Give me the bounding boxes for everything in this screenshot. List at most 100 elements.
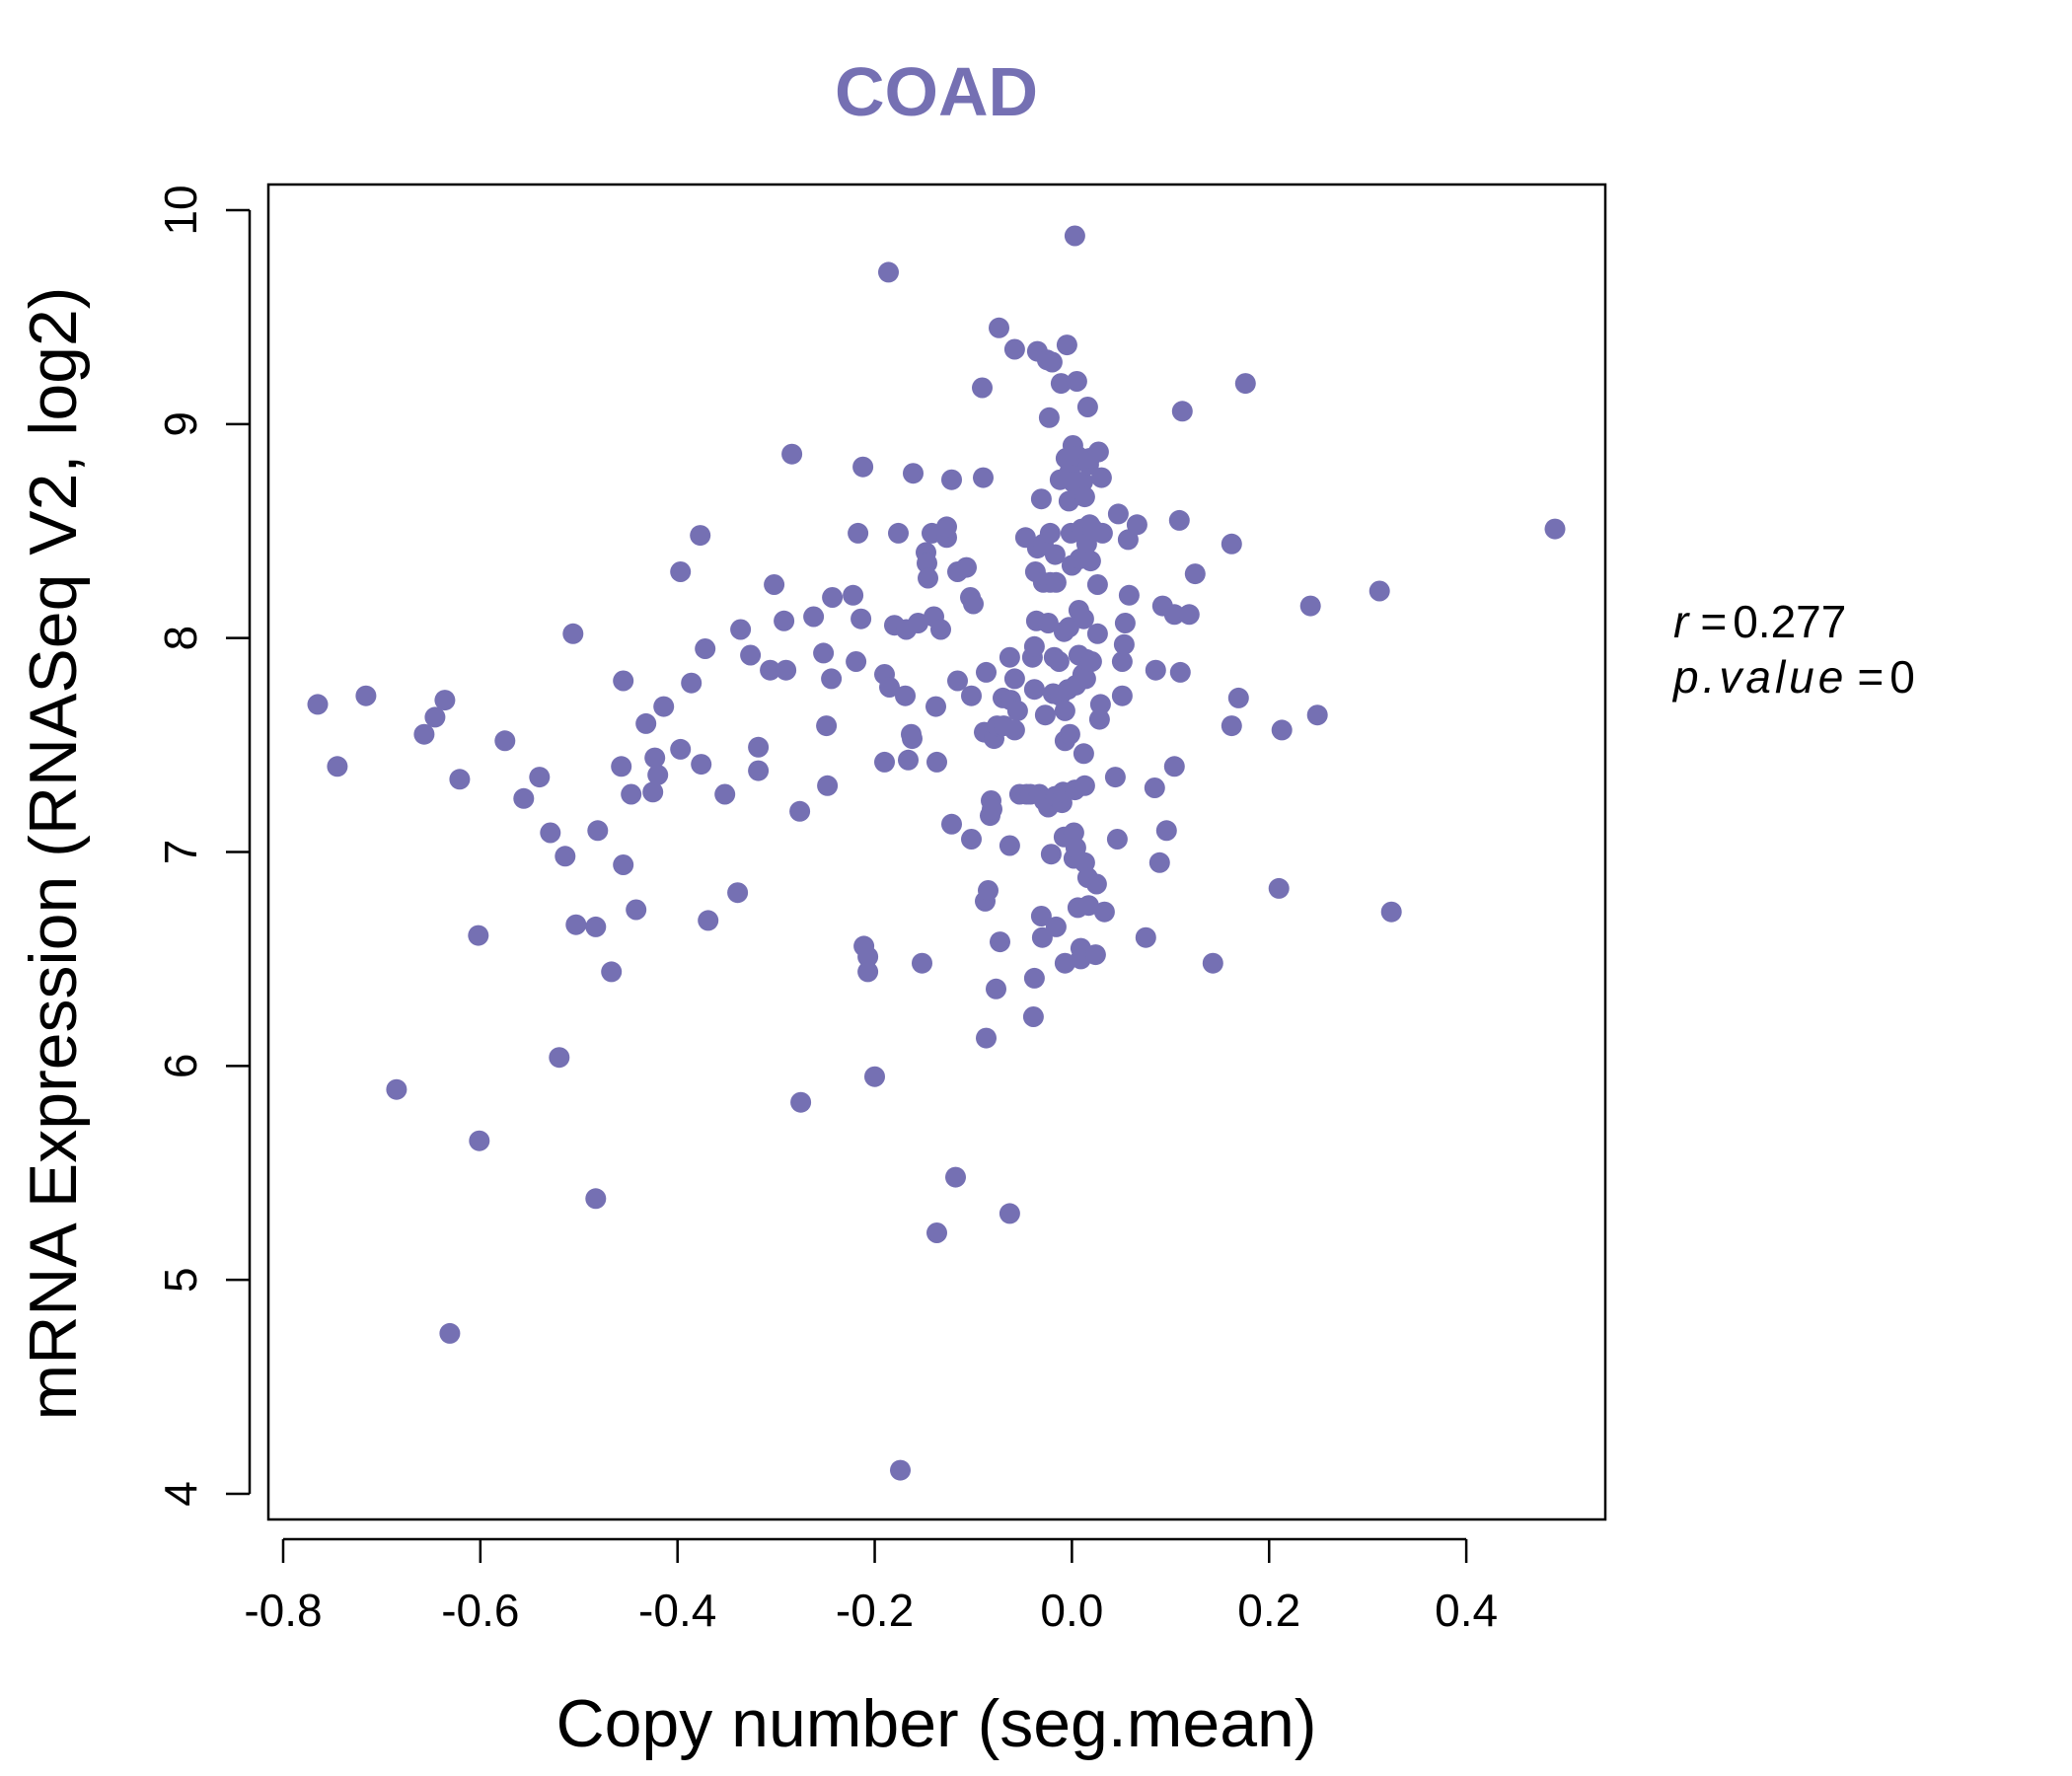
data-point: [781, 443, 803, 465]
data-point: [1054, 700, 1075, 721]
data-point: [1111, 651, 1133, 672]
data-point: [1003, 338, 1025, 360]
data-point: [930, 619, 951, 640]
data-point: [670, 561, 692, 582]
data-point: [846, 651, 867, 672]
points-layer: [307, 225, 1566, 1481]
x-axis-label: Copy number (seg.mean): [555, 1686, 1316, 1761]
data-point: [1148, 851, 1170, 873]
data-point: [1089, 694, 1111, 715]
data-point: [635, 712, 657, 734]
data-point: [1045, 916, 1067, 937]
data-point: [1221, 715, 1242, 737]
data-point: [903, 463, 924, 484]
data-point: [727, 882, 749, 904]
data-point: [941, 813, 962, 835]
data-point: [1073, 608, 1094, 629]
data-point: [1113, 633, 1135, 655]
data-point: [307, 694, 329, 715]
data-point: [468, 925, 489, 946]
data-point: [555, 846, 576, 867]
data-point: [908, 613, 928, 633]
data-point: [587, 820, 609, 842]
x-tick-label: -0.6: [441, 1585, 519, 1636]
data-point: [926, 751, 947, 773]
stats-annotation: r = 0.277 p.value = 0: [1671, 596, 1915, 703]
data-point: [1077, 895, 1099, 917]
data-point: [1544, 518, 1566, 540]
data-point: [1135, 926, 1156, 948]
data-point: [1171, 401, 1193, 422]
data-point: [1037, 613, 1059, 633]
data-point: [813, 642, 835, 664]
y-tick-label: 9: [155, 411, 206, 437]
data-point: [621, 783, 642, 805]
data-point: [803, 606, 825, 628]
data-point: [1073, 743, 1094, 765]
y-tick-label: 7: [155, 840, 206, 865]
data-point: [918, 567, 938, 589]
data-point: [945, 1166, 966, 1188]
data-point: [1271, 719, 1293, 741]
data-point: [1006, 700, 1028, 721]
data-point: [626, 899, 647, 921]
data-point: [585, 1188, 607, 1210]
data-point: [986, 978, 1006, 999]
data-point: [730, 619, 752, 640]
data-point: [936, 516, 957, 538]
data-point: [565, 914, 587, 935]
data-point: [748, 760, 770, 781]
y-tick-label: 10: [155, 185, 206, 235]
data-point: [776, 659, 797, 681]
data-point: [327, 756, 348, 777]
data-point: [540, 822, 561, 844]
data-point: [613, 670, 634, 692]
data-point: [989, 317, 1009, 338]
data-point: [1039, 522, 1061, 544]
data-point: [1114, 613, 1136, 633]
r-symbol: r: [1673, 596, 1690, 647]
data-point: [434, 690, 456, 711]
data-point: [1306, 704, 1328, 726]
data-point: [843, 584, 864, 606]
data-point: [1168, 509, 1190, 531]
data-point: [1163, 604, 1185, 626]
data-point: [1048, 651, 1070, 672]
data-point: [1065, 837, 1086, 858]
data-point: [1234, 373, 1256, 395]
data-point: [690, 525, 711, 547]
data-point: [1034, 704, 1056, 726]
data-point: [857, 961, 879, 983]
data-point: [941, 469, 962, 490]
data-point: [822, 587, 844, 608]
r-equals: =: [1700, 596, 1727, 647]
data-point: [695, 638, 716, 659]
y-axis-label: mRNA Expression (RNASeq V2, log2): [16, 287, 91, 1421]
data-point: [1073, 775, 1095, 796]
data-point: [1050, 373, 1072, 395]
data-point: [990, 931, 1010, 953]
data-point: [613, 854, 634, 875]
data-point: [1163, 756, 1185, 777]
data-point: [978, 880, 999, 901]
data-point: [976, 661, 997, 683]
data-point: [1074, 668, 1096, 690]
data-point: [647, 764, 669, 785]
data-point: [1041, 351, 1063, 373]
data-point: [912, 952, 932, 974]
data-point: [1369, 580, 1390, 602]
chart-title: COAD: [835, 53, 1038, 130]
data-point: [1169, 661, 1191, 683]
data-point: [925, 696, 946, 717]
data-point: [748, 736, 770, 758]
data-point: [1022, 1006, 1044, 1027]
data-point: [1085, 873, 1107, 895]
data-point: [1059, 723, 1080, 745]
plot-frame: [266, 183, 1607, 1521]
data-point: [1080, 651, 1102, 672]
y-tick-label: 5: [155, 1267, 206, 1293]
data-point: [976, 1027, 997, 1049]
y-tick-label: 8: [155, 626, 206, 651]
y-axis: 4 5 6 7 8 9 10: [155, 185, 252, 1507]
